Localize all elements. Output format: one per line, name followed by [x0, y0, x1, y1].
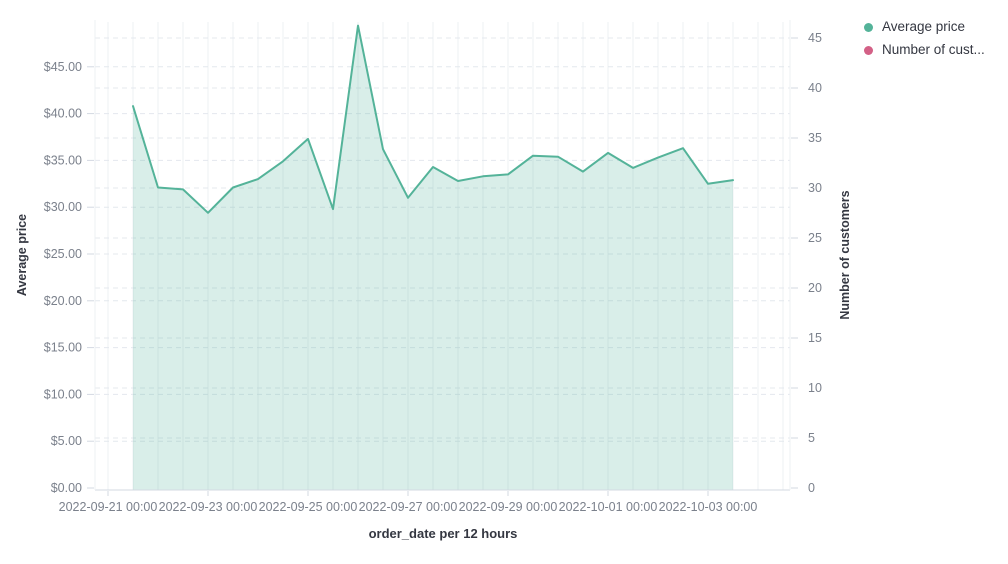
y-left-tick-label: $35.00	[44, 153, 82, 167]
y-left-axis-title: Average price	[15, 214, 29, 296]
legend-dot-icon	[864, 45, 873, 55]
x-tick-label: 2022-10-03 00:00	[659, 500, 758, 514]
y-right-tick-label: 20	[808, 281, 822, 295]
legend-item-average-price[interactable]: Average price	[864, 20, 985, 34]
y-left-tick-label: $15.00	[44, 341, 82, 355]
x-tick-label: 2022-09-25 00:00	[259, 500, 358, 514]
y-left-tick-label: $40.00	[44, 107, 82, 121]
y-right-tick-label: 5	[808, 431, 815, 445]
y-right-tick-label: 45	[808, 31, 822, 45]
chart-legend: Average price Number of cust...	[864, 20, 985, 66]
y-left-tick-label: $45.00	[44, 60, 82, 74]
x-tick-label: 2022-09-21 00:00	[59, 500, 158, 514]
y-right-tick-label: 15	[808, 331, 822, 345]
y-right-tick-label: 25	[808, 231, 822, 245]
y-right-tick-label: 0	[808, 481, 815, 495]
x-tick-label: 2022-09-23 00:00	[159, 500, 258, 514]
average-price-line	[132, 24, 734, 214]
y-left-tick-label: $30.00	[44, 200, 82, 214]
y-right-tick-label: 30	[808, 181, 822, 195]
x-axis-title: order_date per 12 hours	[369, 526, 518, 541]
legend-item-label: Average price	[882, 19, 966, 34]
legend-item-number-of-customers[interactable]: Number of cust...	[864, 43, 985, 57]
y-left-tick-label: $5.00	[51, 434, 82, 448]
y-right-tick-label: 10	[808, 381, 822, 395]
average-price-area	[133, 25, 733, 490]
y-right-axis-title: Number of customers	[838, 190, 852, 319]
x-tick-label: 2022-09-27 00:00	[359, 500, 458, 514]
y-right-tick-label: 35	[808, 131, 822, 145]
legend-dot-icon	[864, 22, 873, 32]
y-left-tick-label: $0.00	[51, 481, 82, 495]
y-right-tick-label: 40	[808, 81, 822, 95]
y-left-tick-label: $20.00	[44, 294, 82, 308]
x-tick-label: 2022-09-29 00:00	[459, 500, 558, 514]
y-left-tick-label: $25.00	[44, 247, 82, 261]
legend-item-label: Number of cust...	[882, 42, 985, 57]
x-tick-label: 2022-10-01 00:00	[559, 500, 658, 514]
y-left-tick-label: $10.00	[44, 387, 82, 401]
